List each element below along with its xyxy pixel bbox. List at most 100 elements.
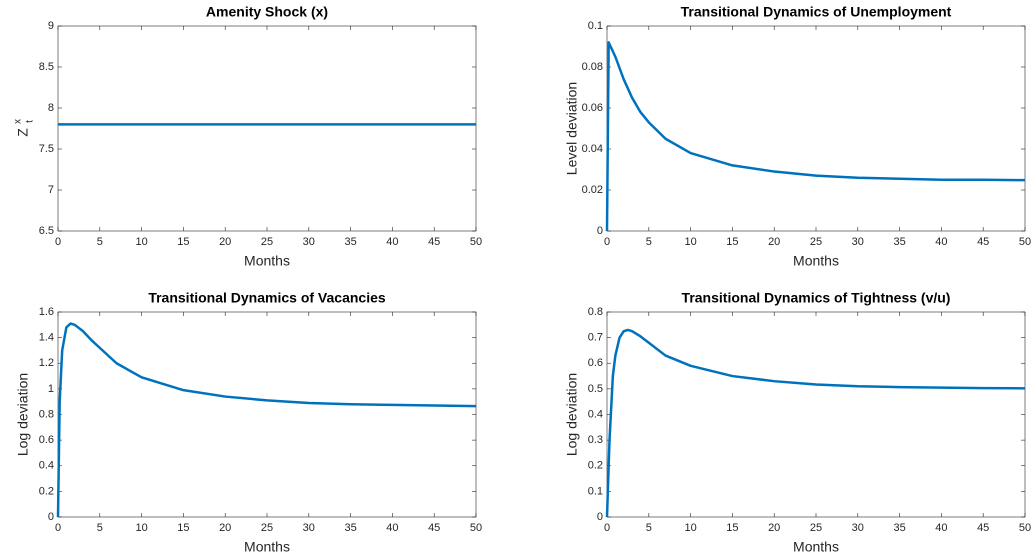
x-tick-label: 20 — [768, 236, 780, 248]
x-tick-label: 50 — [470, 522, 482, 534]
y-tick-label: 0.6 — [39, 434, 54, 446]
x-tick-label: 30 — [852, 522, 864, 534]
y-tick-label: 0.1 — [588, 20, 603, 32]
x-tick-label: 35 — [893, 522, 905, 534]
data-line — [605, 328, 1026, 518]
x-tick-label: 40 — [386, 236, 398, 248]
subplot: 0 5 10 15 20 25 30 35 40 45 50 0 0.1 0.2 0.3 0.4 0.5 0.6 0… — [564, 290, 1031, 555]
subplot: 0 5 10 15 20 25 30 35 40 45 50 6.5 7 7.5 8 8.5 9 Amenity … — [13, 4, 482, 269]
x-axis-label: Months — [244, 253, 290, 269]
y-label-base: Z — [15, 128, 31, 137]
subplot: 0 5 10 15 20 25 30 35 40 45 50 0 0.2 0.4 0.6 0.8 1 1.2 1.4… — [15, 290, 482, 555]
x-tick-label: 30 — [852, 236, 864, 248]
y-tick-label: 7 — [48, 184, 54, 196]
y-axis-label: Log deviation — [564, 373, 580, 456]
x-tick-label: 35 — [893, 236, 905, 248]
x-tick-label: 10 — [684, 522, 696, 534]
x-tick-label: 35 — [344, 236, 356, 248]
y-tick-label: 0 — [597, 225, 603, 237]
x-tick-label: 5 — [97, 236, 103, 248]
data-line — [605, 41, 1026, 232]
x-tick-label: 35 — [344, 522, 356, 534]
chart-title: Transitional Dynamics of Tightness (v/u) — [682, 290, 951, 306]
x-axis-label: Months — [793, 253, 839, 269]
x-tick-label: 15 — [726, 236, 738, 248]
x-tick-label: 0 — [55, 522, 61, 534]
x-tick-label: 25 — [810, 236, 822, 248]
y-tick-label: 0.08 — [582, 61, 603, 73]
y-tick-label: 0 — [48, 511, 54, 523]
x-tick-label: 0 — [55, 236, 61, 248]
x-tick-label: 25 — [810, 522, 822, 534]
x-axis-label: Months — [244, 539, 290, 555]
y-tick-label: 0.06 — [582, 102, 603, 114]
axes-box — [57, 25, 477, 232]
x-tick-label: 5 — [97, 522, 103, 534]
axes-box — [57, 311, 477, 518]
x-tick-label: 45 — [977, 522, 989, 534]
x-tick-label: 10 — [684, 236, 696, 248]
y-label-sub: t — [25, 120, 36, 123]
y-tick-label: 1 — [48, 383, 54, 395]
x-tick-label: 10 — [135, 236, 147, 248]
y-tick-label: 0.5 — [588, 383, 603, 395]
chart-title: Transitional Dynamics of Unemployment — [681, 4, 952, 20]
data-line — [56, 322, 477, 518]
axes-box — [606, 25, 1026, 232]
x-tick-label: 30 — [303, 236, 315, 248]
x-tick-label: 20 — [768, 522, 780, 534]
x-tick-label: 0 — [604, 522, 610, 534]
x-tick-label: 40 — [935, 236, 947, 248]
x-tick-label: 45 — [977, 236, 989, 248]
x-tick-label: 50 — [1019, 522, 1031, 534]
x-tick-label: 5 — [646, 236, 652, 248]
x-tick-label: 20 — [219, 522, 231, 534]
axes-box — [606, 311, 1026, 518]
x-tick-label: 45 — [428, 236, 440, 248]
x-tick-label: 0 — [604, 236, 610, 248]
x-tick-label: 30 — [303, 522, 315, 534]
x-axis-label: Months — [793, 539, 839, 555]
x-tick-label: 15 — [177, 522, 189, 534]
x-tick-label: 40 — [386, 522, 398, 534]
x-tick-label: 10 — [135, 522, 147, 534]
y-tick-label: 0.02 — [582, 184, 603, 196]
y-tick-label: 0.6 — [588, 357, 603, 369]
x-tick-label: 50 — [470, 236, 482, 248]
x-tick-label: 20 — [219, 236, 231, 248]
x-tick-label: 40 — [935, 522, 947, 534]
y-tick-label: 8.5 — [39, 61, 54, 73]
y-tick-label: 0.7 — [588, 332, 603, 344]
y-tick-label: 8 — [48, 102, 54, 114]
y-tick-label: 7.5 — [39, 143, 54, 155]
y-tick-label: 1.4 — [39, 332, 54, 344]
y-tick-label: 0.8 — [39, 408, 54, 420]
y-tick-label: 0.2 — [39, 485, 54, 497]
x-tick-label: 15 — [726, 522, 738, 534]
chart-title: Transitional Dynamics of Vacancies — [148, 290, 386, 306]
y-tick-label: 0.8 — [588, 306, 603, 318]
x-tick-label: 15 — [177, 236, 189, 248]
y-axis-label: Log deviation — [15, 373, 31, 456]
x-tick-label: 25 — [261, 522, 273, 534]
y-tick-label: 9 — [48, 20, 54, 32]
y-tick-label: 1.2 — [39, 357, 54, 369]
subplot: 0 5 10 15 20 25 30 35 40 45 50 0 0.02 0.04 0.06 0.08 0.1… — [564, 4, 1031, 269]
y-tick-label: 0.3 — [588, 434, 603, 446]
y-tick-label: 0 — [597, 511, 603, 523]
y-tick-label: 0.04 — [582, 143, 603, 155]
y-tick-label: 1.6 — [39, 306, 54, 318]
y-tick-label: 0.4 — [39, 460, 54, 472]
y-tick-label: 0.2 — [588, 460, 603, 472]
x-tick-label: 5 — [646, 522, 652, 534]
y-label-sup: x — [13, 119, 24, 124]
x-tick-label: 25 — [261, 236, 273, 248]
y-tick-label: 0.4 — [588, 408, 603, 420]
x-tick-label: 45 — [428, 522, 440, 534]
y-tick-label: 6.5 — [39, 225, 54, 237]
y-axis-label: Level deviation — [564, 82, 580, 175]
y-tick-label: 0.1 — [588, 485, 603, 497]
x-tick-label: 50 — [1019, 236, 1031, 248]
y-axis-label: Zx t — [13, 119, 36, 137]
